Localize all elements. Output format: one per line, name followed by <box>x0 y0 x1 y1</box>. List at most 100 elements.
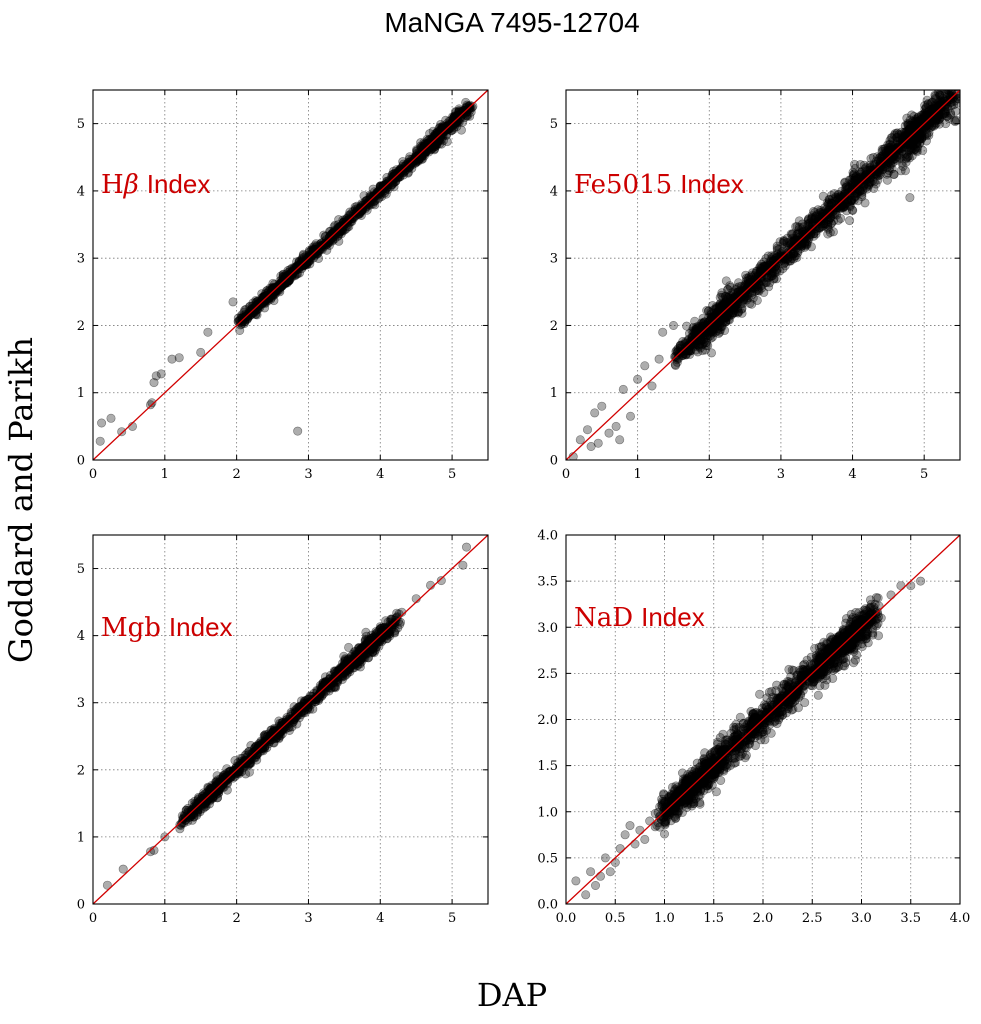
panel-0-point <box>299 260 309 270</box>
panel-3-y-tick-label: 1.0 <box>537 805 558 820</box>
panel-0-point <box>265 291 275 301</box>
panel-0-point <box>276 281 286 291</box>
panel-1-point <box>940 101 950 111</box>
panel-0-point <box>294 268 304 278</box>
panel-0-point <box>325 226 335 236</box>
panel-0-point <box>465 111 475 121</box>
panel-0-point <box>258 293 268 303</box>
panel-0-one-to-one-line <box>92 89 489 461</box>
panel-0-point <box>461 102 471 112</box>
panel-0-point <box>332 228 342 238</box>
panel-0-point <box>438 130 448 140</box>
panel-1-point <box>920 101 930 111</box>
panel-1-point <box>731 297 741 307</box>
panel-1-point <box>921 128 931 138</box>
panel-1-point <box>732 296 742 306</box>
panel-0-point <box>444 124 454 134</box>
panel-1-point <box>808 221 818 231</box>
panel-0-point <box>427 139 437 149</box>
panel-0-point <box>315 244 325 254</box>
panel-1-point <box>896 166 906 176</box>
panel-1-point <box>804 221 814 231</box>
panel-0-point <box>421 140 431 150</box>
panel-0-point <box>311 248 321 258</box>
panel-0-point <box>403 168 413 178</box>
panel-0-point <box>287 263 297 273</box>
panel-0-point <box>361 202 371 212</box>
panel-1-outlier-point <box>658 327 668 337</box>
panel-0-point <box>352 206 362 216</box>
panel-0-point <box>448 125 458 135</box>
panel-1-point <box>907 137 917 147</box>
panel-0-point <box>428 135 438 145</box>
panel-0-point <box>364 195 374 205</box>
panel-1-point <box>766 271 776 281</box>
panel-1-point <box>701 338 711 348</box>
panel-1-point <box>817 209 827 219</box>
panel-0-point <box>323 237 333 247</box>
panel-3-y-tick-label: 0.5 <box>537 851 558 866</box>
panel-0-point <box>278 275 288 285</box>
panel-0-point <box>251 309 261 319</box>
panel-0-point <box>253 302 263 312</box>
panel-1-point <box>771 274 781 284</box>
panel-0-point <box>248 298 258 308</box>
panel-1-point <box>735 294 745 304</box>
panel-0-point <box>243 312 253 322</box>
panel-0-point <box>424 138 434 148</box>
panel-0-point <box>442 125 452 135</box>
panel-1-point <box>845 201 855 211</box>
panel-1-point <box>886 152 896 162</box>
panel-1-point <box>900 131 910 141</box>
panel-0-point <box>398 170 408 180</box>
panel-0-point <box>355 207 365 217</box>
panel-0-point <box>394 166 404 176</box>
panel-0-point <box>237 316 247 326</box>
panel-0-point <box>450 117 460 127</box>
panel-1-point <box>826 218 836 228</box>
panel-1-point <box>789 248 799 258</box>
panel-0-y-tick-label: 0 <box>77 454 85 469</box>
panel-1-point <box>715 322 725 332</box>
panel-0-point <box>447 112 457 122</box>
panel-1-point <box>853 196 863 206</box>
panel-0-point <box>322 245 332 255</box>
panel-0-point <box>333 225 343 235</box>
panel-1-point <box>713 326 723 336</box>
panel-0-point <box>345 207 355 217</box>
panel-0-point <box>260 297 270 307</box>
panel-0-point <box>333 230 343 240</box>
panel-0-point <box>468 101 478 111</box>
panel-0-outlier-point <box>146 400 156 410</box>
panel-0-point <box>381 180 391 190</box>
panel-0-point <box>276 280 286 290</box>
panel-0-point <box>276 278 286 288</box>
panel-0-point <box>434 129 444 139</box>
panel-2-y-tick-label: 5 <box>77 562 85 577</box>
panel-0-point <box>281 272 291 282</box>
panel-1-point <box>709 315 719 325</box>
panel-0-point <box>269 284 279 294</box>
panel-0-point <box>414 151 424 161</box>
panel-1-point <box>741 270 751 280</box>
panel-2-x-tick-label: 1 <box>161 911 169 926</box>
panel-0-point <box>302 260 312 270</box>
panel-1-point <box>698 313 708 323</box>
panel-0-point <box>373 194 383 204</box>
panel-2-one-to-one-line <box>92 534 489 905</box>
panel-0-point <box>429 134 439 144</box>
panel-0-point <box>443 120 453 130</box>
panel-0-y-tick-label: 1 <box>77 386 85 401</box>
panel-0-point <box>431 141 441 151</box>
panel-0-point <box>400 166 410 176</box>
panel-1-y-tick-label: 0 <box>550 454 558 469</box>
panel-0-point <box>368 199 378 209</box>
panel-0-point <box>276 281 286 291</box>
panel-0-point <box>317 244 327 254</box>
panel-0-point <box>259 296 269 306</box>
panel-0-point <box>270 287 280 297</box>
panel-0-point <box>393 168 403 178</box>
panel-1-point <box>927 97 937 107</box>
